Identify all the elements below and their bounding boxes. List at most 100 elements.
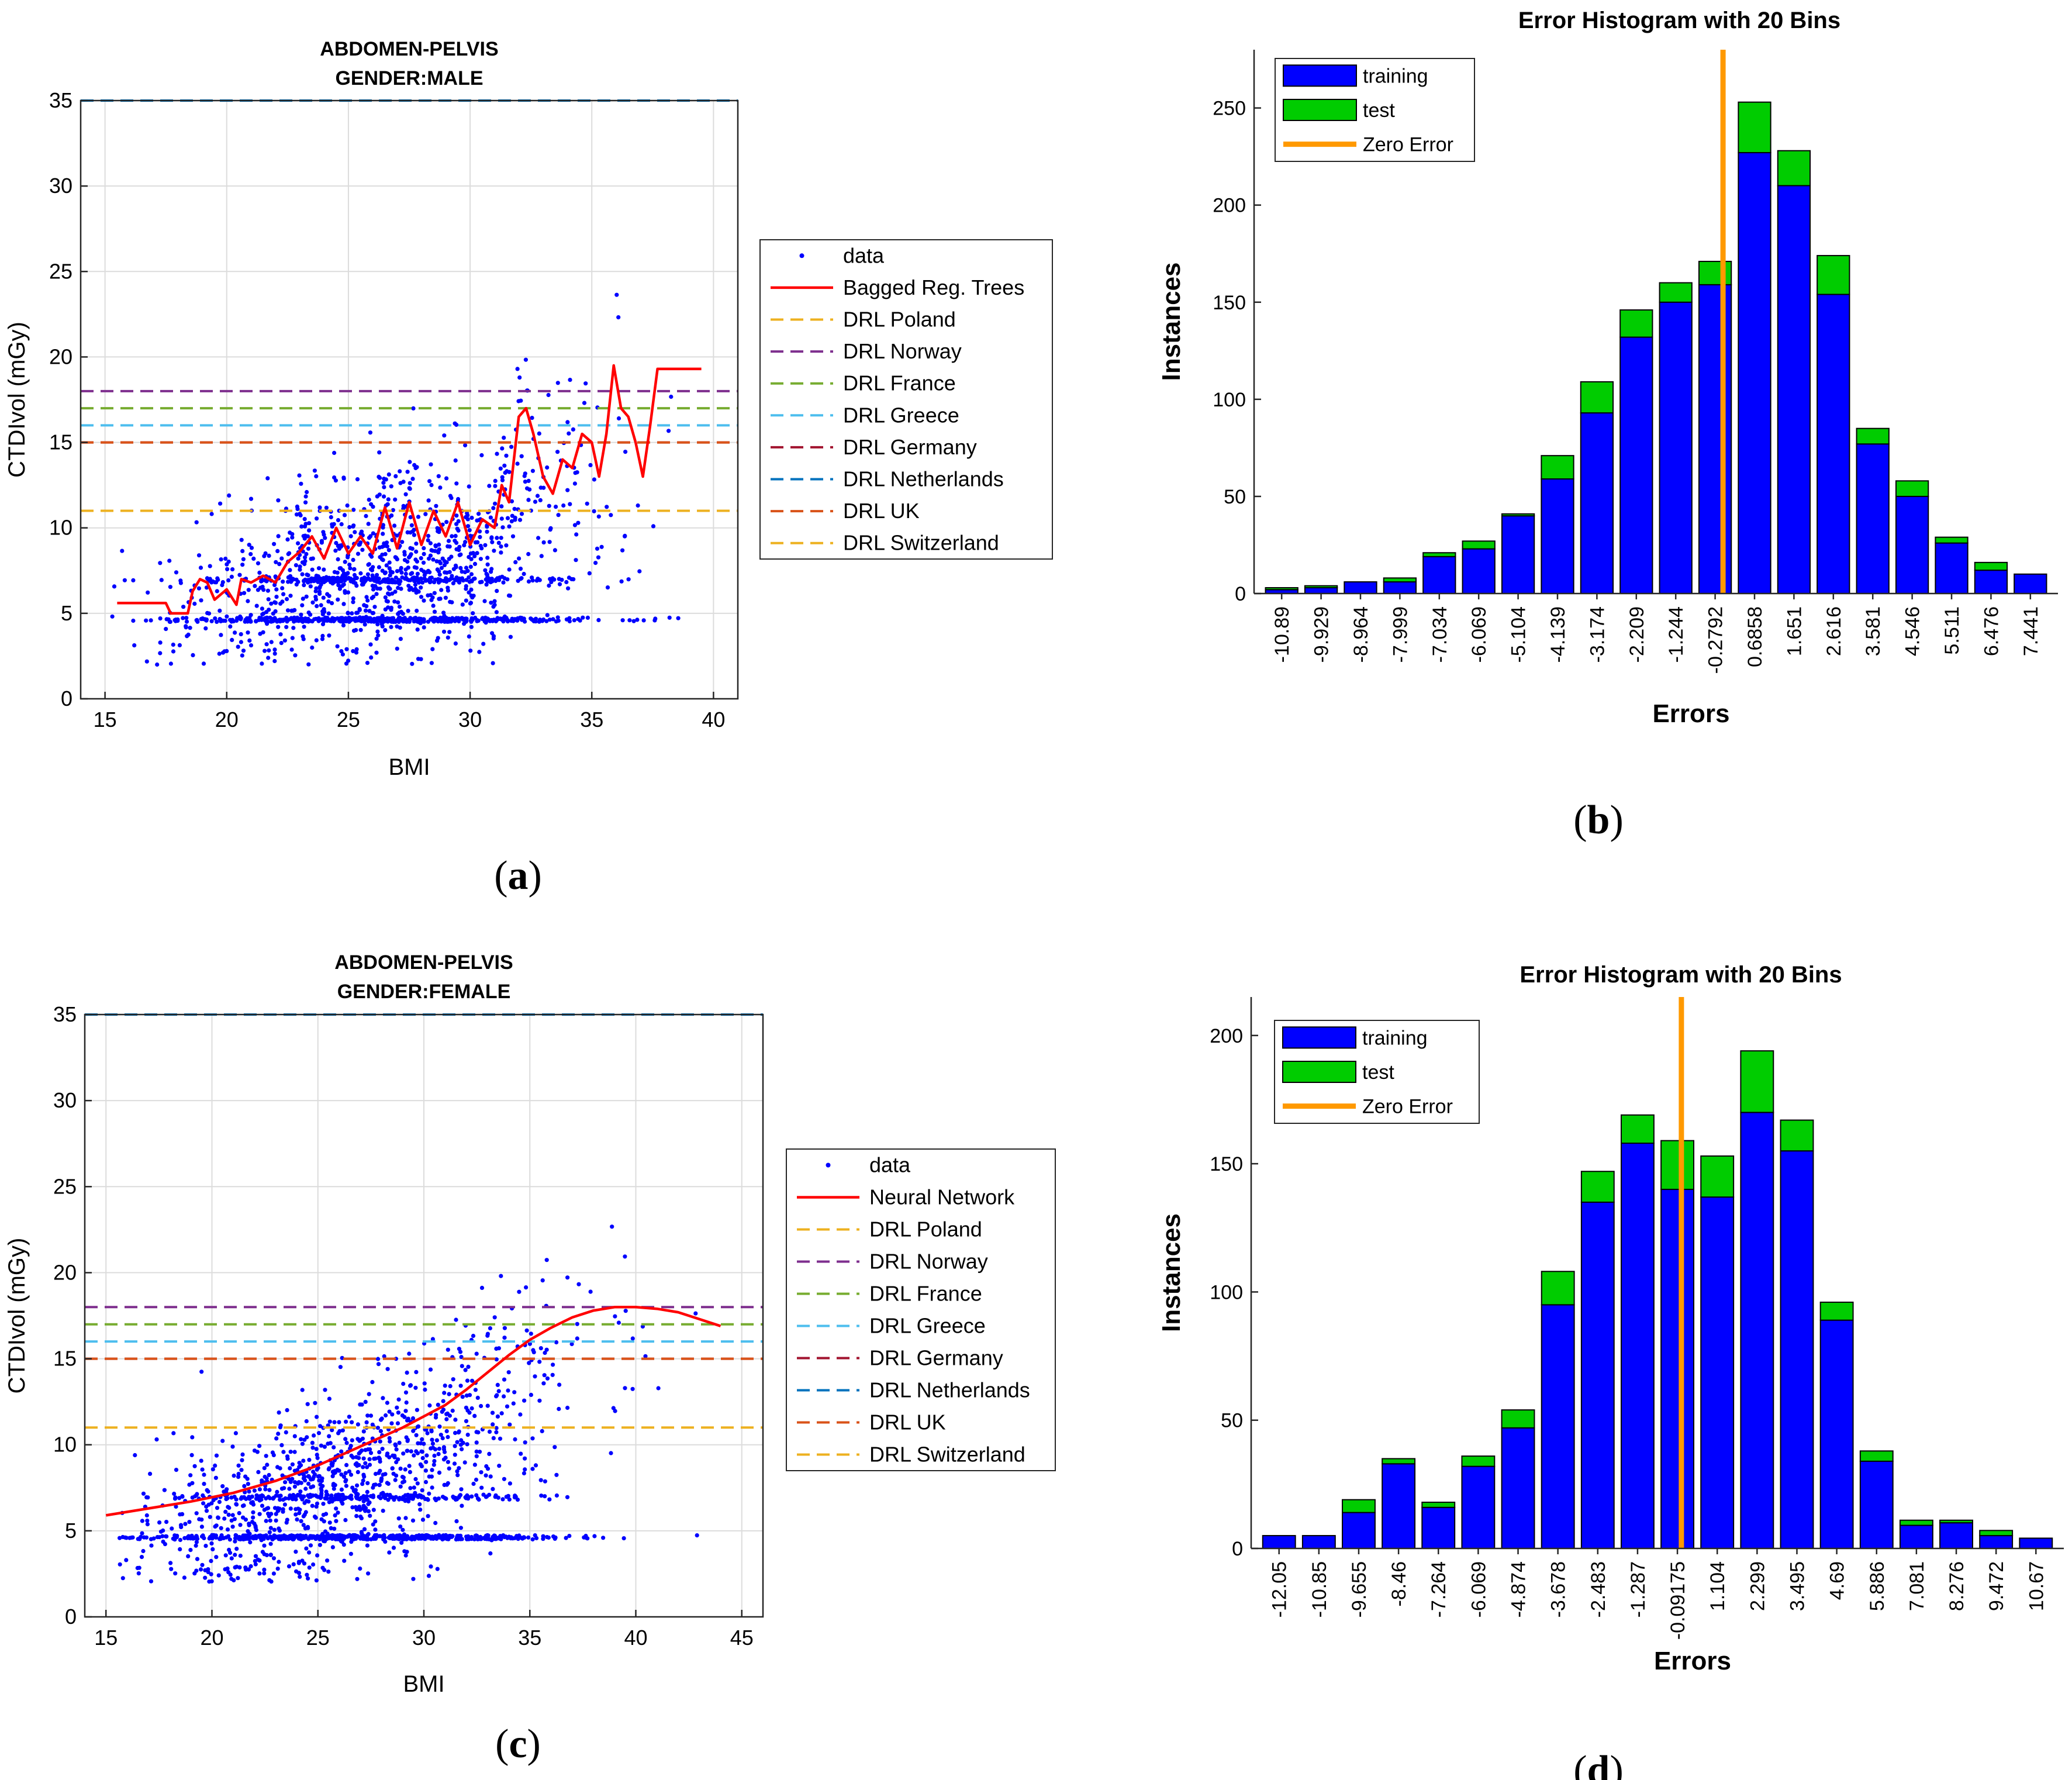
data-point <box>155 662 160 667</box>
data-point <box>386 548 391 553</box>
data-point <box>236 1463 241 1468</box>
bar-test <box>1580 1171 1615 1203</box>
data-point <box>454 540 459 545</box>
data-point <box>300 1388 305 1392</box>
data-point <box>506 1388 510 1393</box>
data-point <box>178 1523 184 1527</box>
x-tick-label: 40 <box>702 708 725 732</box>
data-point <box>385 1367 390 1371</box>
data-point <box>509 519 514 524</box>
data-point <box>290 636 295 640</box>
data-point <box>387 1550 392 1555</box>
data-point <box>371 587 376 592</box>
data-point <box>423 578 428 583</box>
data-point <box>384 1413 388 1418</box>
data-point <box>219 1526 223 1530</box>
data-point <box>555 615 560 620</box>
data-point <box>496 1495 500 1500</box>
data-point <box>405 1550 409 1554</box>
data-point <box>483 543 488 547</box>
data-point <box>551 1362 555 1367</box>
data-point <box>378 1429 384 1433</box>
data-point <box>354 575 360 581</box>
data-point <box>555 450 560 454</box>
data-point <box>538 618 543 622</box>
data-point <box>377 450 382 455</box>
data-point <box>415 571 420 576</box>
data-point <box>614 292 619 297</box>
data-point <box>342 1558 347 1563</box>
data-point <box>340 1501 345 1506</box>
data-point <box>343 1517 348 1523</box>
data-point <box>345 503 350 508</box>
panel-label-open: ( <box>495 1722 509 1767</box>
data-point <box>420 1488 424 1493</box>
data-point <box>262 554 267 558</box>
data-point <box>337 1420 341 1424</box>
data-point <box>229 574 234 579</box>
data-point <box>298 1574 302 1579</box>
data-point <box>429 575 434 580</box>
data-point <box>467 575 471 579</box>
data-point <box>141 1491 146 1496</box>
data-point <box>482 599 487 603</box>
bar-test <box>1660 1140 1695 1190</box>
data-point <box>343 591 347 595</box>
legend-entry-label: training <box>1362 1027 1428 1049</box>
data-point <box>401 619 406 624</box>
bar-test <box>1698 261 1732 285</box>
data-point <box>285 537 290 542</box>
data-point <box>499 536 503 540</box>
data-point <box>457 576 462 581</box>
data-point <box>227 1537 232 1542</box>
data-point <box>380 544 385 549</box>
data-point <box>158 640 163 645</box>
data-point <box>495 536 499 540</box>
bar-training <box>1974 570 2008 595</box>
data-point <box>529 1331 533 1336</box>
data-point <box>504 453 509 458</box>
data-point <box>331 1445 336 1450</box>
data-point <box>472 1413 477 1418</box>
x-tick-label: -0.2792 <box>1705 606 1727 674</box>
data-point <box>326 1467 331 1472</box>
data-point <box>307 528 312 533</box>
data-point <box>499 1411 504 1416</box>
data-point <box>289 647 294 652</box>
data-point <box>519 1451 523 1456</box>
data-point <box>341 582 346 587</box>
x-tick-label: -12.05 <box>1269 1561 1291 1617</box>
data-point <box>437 1446 442 1451</box>
data-point <box>357 608 362 612</box>
data-point <box>202 1472 206 1477</box>
data-point <box>310 1440 315 1445</box>
data-point <box>556 513 561 518</box>
legend-box <box>759 239 1053 560</box>
data-point <box>317 1478 322 1483</box>
data-point <box>409 1449 413 1454</box>
data-point <box>241 557 246 561</box>
data-point <box>329 515 333 520</box>
data-point <box>412 1536 417 1540</box>
data-point <box>226 1570 231 1575</box>
data-point <box>350 1505 355 1510</box>
data-point <box>373 1519 378 1524</box>
data-point <box>411 588 416 592</box>
data-point <box>429 579 433 584</box>
data-point <box>402 1479 407 1484</box>
data-point <box>257 1444 262 1448</box>
data-point <box>188 1473 193 1478</box>
data-point <box>501 1534 506 1538</box>
data-point <box>499 550 503 555</box>
data-point <box>445 1411 450 1416</box>
data-point <box>203 1575 208 1580</box>
data-point <box>289 579 293 584</box>
data-point <box>272 1533 277 1538</box>
data-point <box>419 585 423 590</box>
data-point <box>219 619 223 623</box>
y-tick-label: 35 <box>49 88 72 112</box>
data-point <box>458 565 463 571</box>
data-point <box>653 616 658 621</box>
data-point <box>373 1471 378 1477</box>
data-point <box>344 647 349 651</box>
